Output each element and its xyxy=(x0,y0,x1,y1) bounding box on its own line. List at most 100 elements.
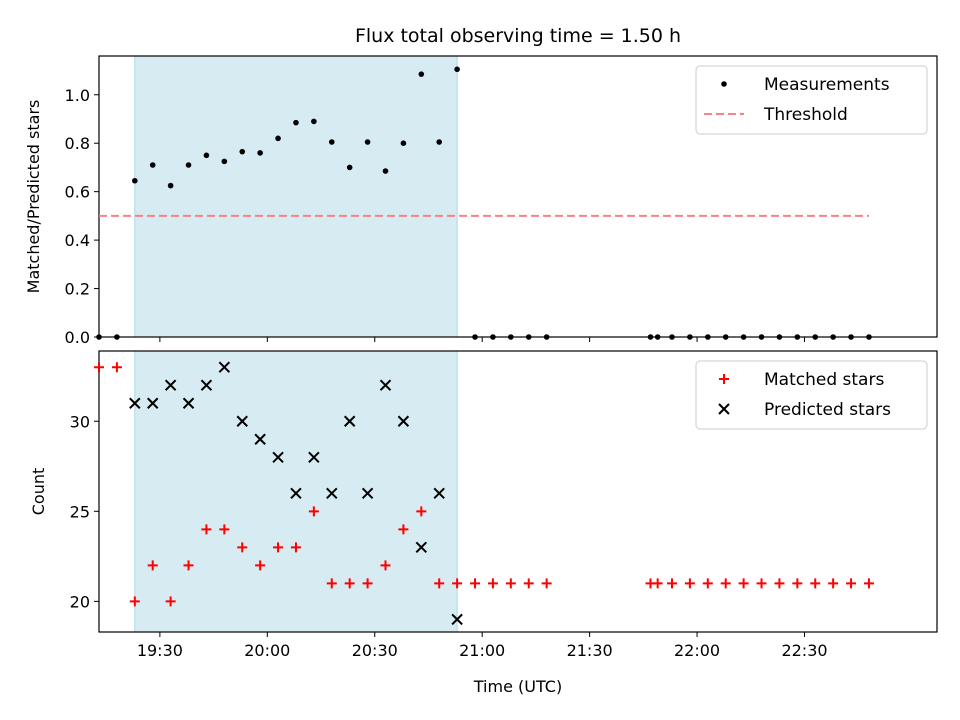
legend-entry-label: Predicted stars xyxy=(764,400,891,420)
predicted-star-point xyxy=(397,415,410,427)
matched-star-point xyxy=(308,506,319,517)
matched-star-point xyxy=(828,578,839,589)
matched-star-point xyxy=(290,542,301,553)
predicted-star-point xyxy=(326,487,338,500)
measurement-point xyxy=(185,162,192,168)
measurement-point xyxy=(830,334,836,340)
matched-star-point xyxy=(326,578,337,589)
measurement-point xyxy=(328,139,335,145)
x-tick-label: 19:30 xyxy=(137,641,183,660)
top-panel: 0.0 0.2 0.4 0.6 0.8 1.0 Matched/Predicted star… xyxy=(24,55,938,347)
measurement-point xyxy=(647,334,654,340)
matched-star-point xyxy=(702,578,713,589)
predicted-star-point xyxy=(433,487,445,500)
legend-entry-label: Matched stars xyxy=(764,370,884,390)
matched-star-point xyxy=(255,560,266,571)
measurement-point xyxy=(722,334,729,340)
legend-box xyxy=(695,65,928,135)
matched-star-point xyxy=(863,578,874,589)
matched-star-point xyxy=(792,578,803,589)
predicted-star-point xyxy=(379,379,392,391)
axes-frame xyxy=(98,55,938,338)
measurement-point xyxy=(508,334,514,340)
measurement-point xyxy=(311,118,317,125)
measurement-point xyxy=(346,164,353,171)
predicted-star-point xyxy=(308,451,320,463)
measurement-point xyxy=(794,334,801,340)
axes-frame xyxy=(98,350,938,633)
x-tick-label: 20:30 xyxy=(352,641,398,660)
predicted-star-point xyxy=(451,613,463,626)
measurement-point xyxy=(543,334,550,340)
measurement-point xyxy=(776,334,783,340)
x-tick-label: 21:00 xyxy=(459,641,505,660)
measurement-point xyxy=(812,334,819,340)
measurement-point xyxy=(382,168,389,174)
y-tick-label: 0.6 xyxy=(65,183,90,202)
matched-star-point xyxy=(273,542,284,553)
x-tick-label: 22:00 xyxy=(674,641,720,660)
y-tick-label: 30 xyxy=(70,412,90,431)
y-tick-label: 25 xyxy=(70,502,90,521)
measurement-point xyxy=(740,334,747,340)
measurement-point xyxy=(364,139,371,145)
measurement-point xyxy=(848,334,854,340)
measurement-point xyxy=(490,334,496,340)
measurement-point xyxy=(669,334,675,340)
legend-plus-marker xyxy=(719,374,729,384)
x-tick-label: 20:00 xyxy=(244,641,290,660)
measurement-point xyxy=(96,334,102,340)
matched-star-point xyxy=(165,596,176,607)
predicted-star-point xyxy=(147,397,159,409)
matched-star-point xyxy=(505,578,516,589)
measurement-point xyxy=(436,139,443,145)
legend-entry-label: Threshold xyxy=(763,105,848,125)
y-tick-label: 0.0 xyxy=(65,328,90,347)
y-tick-label: 1.0 xyxy=(65,86,90,105)
matched-star-point xyxy=(756,578,767,589)
matched-star-point xyxy=(470,578,481,589)
measurement-point xyxy=(167,182,174,189)
legend-entry-label: Measurements xyxy=(764,75,890,95)
matched-star-point xyxy=(652,578,663,589)
x-axis-label: Time (UTC) xyxy=(473,677,562,696)
matched-star-point xyxy=(398,524,409,535)
matched-star-point xyxy=(344,578,355,589)
matched-star-point xyxy=(774,578,785,589)
measurement-point xyxy=(400,140,407,147)
measurement-point xyxy=(293,119,299,126)
measurement-point xyxy=(257,150,263,156)
matched-star-point xyxy=(94,362,104,373)
predicted-star-point xyxy=(164,379,177,391)
measurement-point xyxy=(149,162,156,168)
legend-dot-marker xyxy=(721,81,727,87)
predicted-star-point xyxy=(182,397,195,409)
y-axis-label: Count xyxy=(29,468,48,516)
predicted-star-point xyxy=(415,541,428,554)
matched-star-point xyxy=(111,362,122,373)
measurement-point xyxy=(203,152,210,159)
matched-star-point xyxy=(201,524,212,535)
matched-star-point xyxy=(684,578,695,589)
measurement-point xyxy=(418,71,425,77)
measurement-point xyxy=(705,334,711,340)
matched-star-point xyxy=(362,578,373,589)
measurement-point xyxy=(654,334,661,340)
bottom-panel: 20 25 30 19:30 20:00 20:30 21:00 21:30 22:00 22:3… xyxy=(29,350,938,660)
matched-star-point xyxy=(452,578,463,589)
measurement-point xyxy=(472,334,478,340)
measurement-point xyxy=(454,66,460,73)
predicted-star-point xyxy=(218,361,231,373)
measurement-point xyxy=(114,334,120,340)
matched-star-point xyxy=(738,578,749,589)
matched-star-point xyxy=(434,578,445,589)
matched-star-point xyxy=(720,578,731,589)
predicted-star-point xyxy=(254,433,266,445)
measurement-point xyxy=(239,148,246,155)
legend-box xyxy=(695,360,928,430)
measurement-point xyxy=(758,334,765,340)
matched-star-point xyxy=(380,560,391,571)
matched-star-point xyxy=(846,578,857,589)
legend-cross-marker xyxy=(718,403,730,415)
